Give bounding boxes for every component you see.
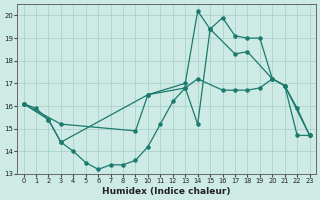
X-axis label: Humidex (Indice chaleur): Humidex (Indice chaleur): [102, 187, 231, 196]
